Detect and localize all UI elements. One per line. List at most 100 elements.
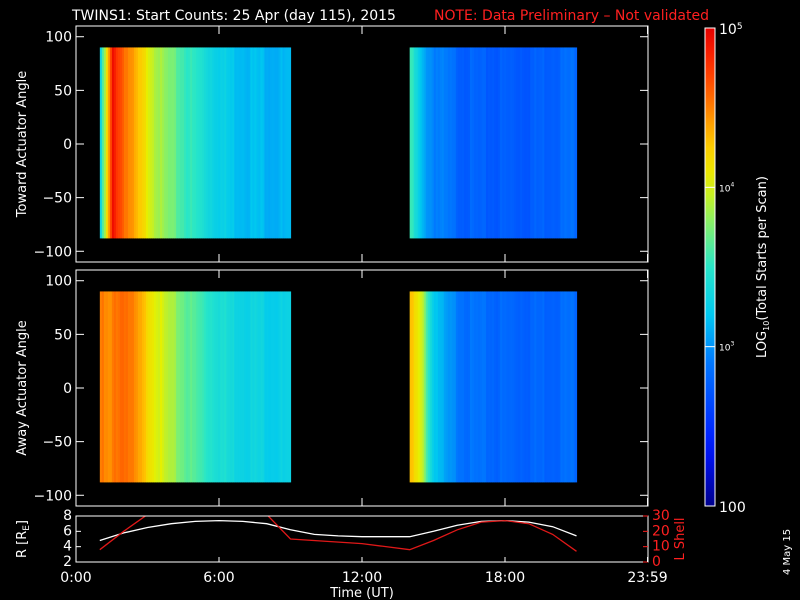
heatmap-cell <box>212 47 215 239</box>
heatmap-cell <box>236 47 239 239</box>
orbit-frame <box>75 515 649 563</box>
heatmap-cell <box>170 291 173 483</box>
heatmap-cell <box>459 291 463 483</box>
heatmap-cell <box>538 47 541 239</box>
heatmap-cell <box>457 291 461 483</box>
heatmap-cell <box>158 291 161 483</box>
heatmap-cell <box>433 47 437 239</box>
heatmap-cell <box>184 47 187 239</box>
heatmap-cell <box>443 291 447 483</box>
heatmap-cell <box>109 47 113 239</box>
heatmap-cell <box>202 47 205 239</box>
heatmap-cell <box>411 47 415 239</box>
heatmap-cell <box>264 291 268 483</box>
heatmap-cell <box>445 291 449 483</box>
data-segment-2 <box>409 291 578 483</box>
heatmap-cell <box>494 291 497 483</box>
heatmap-cell <box>492 47 495 239</box>
heatmap-cell <box>512 47 515 239</box>
heatmap-cell <box>111 47 115 239</box>
heatmap-cell <box>459 47 463 239</box>
heatmap-cell <box>214 47 217 239</box>
heatmap-cell <box>194 47 197 239</box>
heatmap-cell <box>457 47 461 239</box>
heatmap-cell <box>154 47 157 239</box>
heatmap-cell <box>176 47 179 239</box>
heatmap-cell <box>488 291 491 483</box>
heatmap-cell <box>465 291 469 483</box>
heatmap-cell <box>212 291 215 483</box>
heatmap-cell <box>204 291 207 483</box>
heatmap-cell <box>240 291 243 483</box>
heatmap-cell <box>164 291 167 483</box>
heatmap-cell <box>437 291 441 483</box>
heatmap-cell <box>200 291 203 483</box>
heatmap-cell <box>411 291 415 483</box>
heatmap-cell <box>546 291 549 483</box>
heatmap-cell <box>524 291 527 483</box>
orbit-right-tick-label: 10 <box>652 539 670 555</box>
heatmap-cell <box>176 291 179 483</box>
heatmap-cell <box>560 291 564 483</box>
data-segment-2 <box>409 47 578 239</box>
heatmap-cell <box>190 47 193 239</box>
heatmap-cell <box>137 291 141 483</box>
heatmap-cell <box>520 291 523 483</box>
heatmap-cell <box>224 47 227 239</box>
orbit-left-tick-label: 4 <box>63 539 72 555</box>
heatmap-cell <box>115 291 119 483</box>
heatmap-cell <box>260 291 263 483</box>
heatmap-cell <box>506 291 509 483</box>
heatmap-cell <box>536 291 539 483</box>
heatmap-cell <box>242 291 245 483</box>
x-tick-label: 0:00 <box>60 570 91 586</box>
heatmap-cell <box>228 291 231 483</box>
heatmap-cell <box>508 47 511 239</box>
heatmap-cell <box>516 47 519 239</box>
heatmap-cell <box>556 47 560 239</box>
heatmap-cell <box>198 291 201 483</box>
heatmap-cell <box>484 291 487 483</box>
heatmap-cell <box>558 291 562 483</box>
heatmap-cell <box>186 47 189 239</box>
heatmap-cell <box>518 47 521 239</box>
heatmap-cell <box>453 291 457 483</box>
heatmap-cell <box>258 291 261 483</box>
heatmap-cell <box>206 291 209 483</box>
heatmap-cell <box>220 47 223 239</box>
heatmap-cell <box>182 47 185 239</box>
heatmap-cell <box>131 291 135 483</box>
heatmap-cell <box>484 47 487 239</box>
heatmap-cell <box>143 47 147 239</box>
y-tick-label: −100 <box>34 244 72 260</box>
heatmap-cell <box>274 291 278 483</box>
heatmap-cell <box>506 47 509 239</box>
heatmap-cell <box>562 47 566 239</box>
heatmap-cell <box>476 47 479 239</box>
heatmap-cell <box>548 291 551 483</box>
heatmap-cell <box>504 47 507 239</box>
heatmap-cell <box>133 47 137 239</box>
heatmap-cell <box>186 291 189 483</box>
heatmap-cell <box>476 291 479 483</box>
preliminary-note: NOTE: Data Preliminary – Not validated <box>434 8 709 24</box>
chart-title: TWINS1: Start Counts: 25 Apr (day 115), … <box>71 8 396 24</box>
heatmap-cell <box>152 291 155 483</box>
heatmap-cell <box>256 291 259 483</box>
heatmap-cell <box>172 47 175 239</box>
colorbar-tick-label: 100 <box>719 500 746 516</box>
heatmap-cell <box>429 291 433 483</box>
heatmap-cell <box>510 291 513 483</box>
heatmap-cell <box>427 47 431 239</box>
heatmap-cell <box>168 47 171 239</box>
heatmap-cell <box>482 47 485 239</box>
heatmap-cell <box>103 47 107 239</box>
orbit-left-tick-label: 8 <box>63 508 72 524</box>
heatmap-cell <box>542 291 545 483</box>
heatmap-cell <box>174 291 177 483</box>
y-axis-label: Away Actuator Angle <box>15 320 30 455</box>
heatmap-cell <box>510 47 513 239</box>
heatmap-cell <box>135 47 139 239</box>
heatmap-cell <box>101 47 105 239</box>
heatmap-cell <box>238 291 241 483</box>
